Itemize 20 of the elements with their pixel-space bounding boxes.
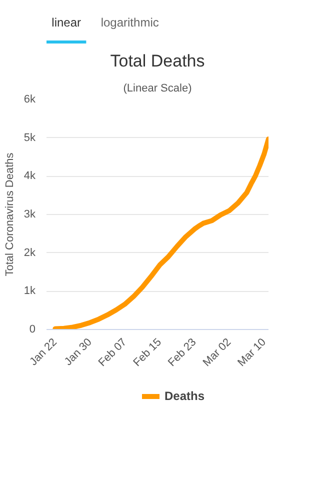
- text: linear: [52, 16, 82, 30]
- y-tick-label: 0: [29, 324, 36, 336]
- x-tick-label: Feb 23: [166, 336, 199, 369]
- chart-subtitle: (Linear Scale): [123, 82, 192, 94]
- y-tick-label: 6k: [24, 94, 36, 106]
- text: logarithmic: [100, 16, 159, 30]
- x-tick-label: Feb 15: [131, 336, 164, 369]
- legend-label: Deaths: [164, 389, 205, 403]
- chart-title: Total Deaths: [110, 52, 205, 70]
- y-tick-label: 2k: [24, 246, 36, 259]
- x-tick-label: Feb 07: [96, 336, 130, 369]
- x-tick-label: Mar 10: [236, 336, 268, 369]
- y-tick-label: 4k: [24, 170, 36, 182]
- x-tick-label: Mar 02: [200, 336, 234, 369]
- y-tick-label: 3k: [24, 208, 36, 220]
- y-tick-label: 5k: [24, 132, 36, 144]
- x-tick-label: Jan 22: [28, 336, 60, 368]
- y-axis-title: Total Coronavirus Deaths: [4, 152, 16, 276]
- x-tick-label: Jan 30: [62, 336, 94, 368]
- y-tick-label: 1k: [24, 285, 36, 298]
